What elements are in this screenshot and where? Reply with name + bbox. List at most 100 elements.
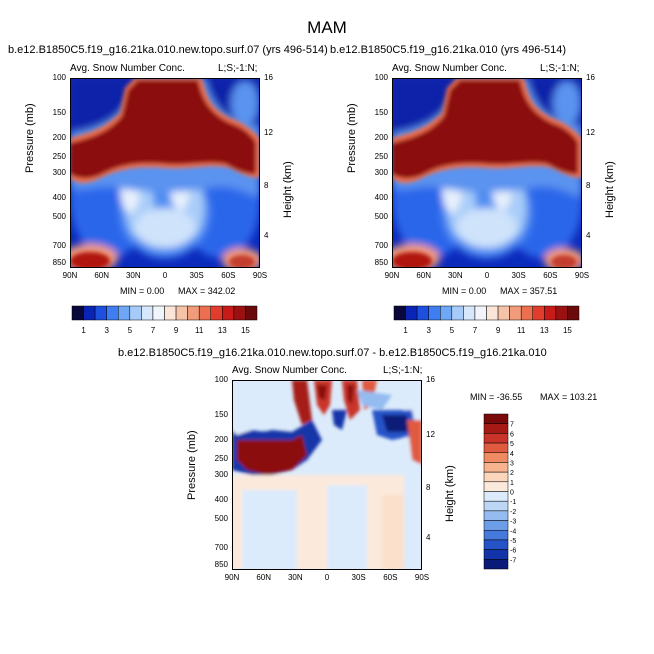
colorbar-swatch (175, 305, 188, 321)
y-tick-label: 200 (52, 132, 66, 142)
y-tick-label: 500 (214, 514, 228, 524)
colorbar-swatch (210, 305, 223, 321)
colorbar-swatch (555, 305, 568, 321)
y-tick-label: 100 (374, 73, 388, 82)
colorbar-swatch (483, 452, 509, 463)
colorbar-label: 2 (510, 470, 514, 477)
colorbar-swatch (416, 305, 429, 321)
y-tick-label: 700 (374, 241, 388, 251)
panel-1-ylabel: Pressure (mb) (24, 103, 36, 173)
colorbar-swatch (483, 433, 509, 444)
colorbar-label: -7 (510, 557, 516, 564)
panel-1-min: MIN = 0.00 (120, 286, 165, 296)
x-tick-label: 90S (252, 271, 268, 280)
colorbar-swatch (106, 305, 119, 321)
colorbar-swatch (483, 481, 509, 492)
colorbar-label: -1 (510, 499, 516, 506)
y-tick-label: 300 (214, 470, 228, 479)
y-tick-label: 300 (52, 168, 66, 177)
colorbar-swatch (544, 305, 557, 321)
colorbar-swatch (463, 305, 476, 321)
colorbar-swatch (222, 305, 235, 321)
x-tick-label: 60N (94, 271, 109, 280)
colorbar-swatch (187, 305, 200, 321)
colorbar-label: 13 (540, 326, 549, 335)
panel-3-field (232, 380, 422, 570)
colorbar-swatch (483, 539, 509, 550)
colorbar-swatch (152, 305, 165, 321)
panel-2-corner-label: L;S;-1:N; (540, 63, 580, 74)
colorbar-top-left: 1 3 5 7 9 11 13 15 (71, 305, 258, 335)
x-tick-label: 90N (384, 271, 400, 280)
y-tick-label: 200 (374, 132, 388, 142)
colorbar-label: 1 (403, 326, 408, 335)
colorbar-swatch (520, 305, 533, 321)
y2-tick-label: 8 (264, 181, 269, 191)
y2-tick-label: 8 (426, 483, 431, 493)
colorbar-swatch (532, 305, 545, 321)
panel-3-title: b.e12.B1850C5.f19_g16.21ka.010.new.topo.… (118, 347, 547, 359)
x-tick-label: 90S (414, 573, 430, 582)
colorbar-label: 4 (510, 451, 514, 458)
colorbar-label: 0 (510, 490, 514, 497)
colorbar-swatch (405, 305, 418, 321)
y-tick-label: 850 (52, 258, 66, 268)
panel-2-ylabel: Pressure (mb) (346, 103, 358, 173)
colorbar-swatch (451, 305, 464, 321)
colorbar-swatch (393, 305, 406, 321)
y2-tick-label: 16 (426, 375, 435, 384)
colorbar-swatch (483, 549, 509, 560)
y-tick-label: 100 (214, 375, 228, 384)
panel-3-min: MIN = -36.55 (470, 392, 523, 402)
x-tick-label: 90N (62, 271, 78, 280)
panel-1-corner-label: L;S;-1:N; (218, 63, 258, 74)
y-tick-label: 700 (214, 543, 228, 553)
colorbar-label: -6 (510, 548, 516, 555)
colorbar-swatch (83, 305, 96, 321)
panel-2-title: b.e12.B1850C5.f19_g16.21ka.010 (yrs 496-… (330, 44, 567, 56)
colorbar-label: 11 (517, 326, 526, 335)
colorbar-swatch (233, 305, 246, 321)
y-tick-label: 150 (374, 108, 388, 118)
x-tick-label: 0 (162, 271, 168, 280)
y2-tick-label: 12 (264, 128, 273, 138)
x-tick-label: 0 (324, 573, 330, 582)
colorbar-swatch (118, 305, 131, 321)
y-tick-label: 400 (214, 494, 228, 504)
y-tick-label: 150 (52, 108, 66, 118)
colorbar-label: 3 (104, 326, 109, 335)
colorbar-label: -5 (510, 538, 516, 545)
panel-2-max: MAX = 357.51 (500, 286, 558, 296)
panel-2-y2label: Height (km) (604, 161, 616, 218)
panel-1-y2label: Height (km) (282, 161, 294, 218)
panel-3-ylabel: Pressure (mb) (186, 430, 198, 500)
colorbar-swatch (440, 305, 453, 321)
x-tick-label: 30N (447, 271, 463, 280)
colorbar-label: 9 (496, 326, 501, 335)
x-tick-label: 30S (511, 271, 526, 280)
y-tick-label: 200 (214, 434, 228, 444)
panel-3-max: MAX = 103.21 (540, 392, 598, 402)
y2-tick-label: 4 (264, 230, 269, 240)
colorbar-swatch (483, 471, 509, 483)
y-tick-label: 250 (52, 152, 66, 162)
panel-1-title: b.e12.B1850C5.f19_g16.21ka.010.new.topo.… (8, 44, 328, 56)
colorbar-swatch (245, 305, 258, 321)
colorbar-swatch (483, 530, 509, 541)
y-tick-label: 850 (374, 258, 388, 268)
colorbar-swatch (483, 462, 509, 473)
panel-1-subtitle: Avg. Snow Number Conc. (70, 63, 185, 74)
colorbar-label: 9 (174, 326, 179, 335)
colorbar-label: 3 (426, 326, 431, 335)
y-tick-label: 150 (214, 410, 228, 420)
colorbar-swatch (129, 305, 142, 321)
colorbar-swatch (509, 305, 522, 321)
x-tick-label: 60S (543, 271, 558, 280)
colorbar-swatch (474, 305, 487, 321)
y2-tick-label: 16 (264, 73, 273, 82)
colorbar-label: 15 (563, 326, 572, 335)
y-tick-label: 300 (374, 168, 388, 177)
colorbar-label: -4 (510, 528, 516, 535)
colorbar-swatch (497, 305, 510, 321)
panel-2-core (392, 78, 582, 268)
